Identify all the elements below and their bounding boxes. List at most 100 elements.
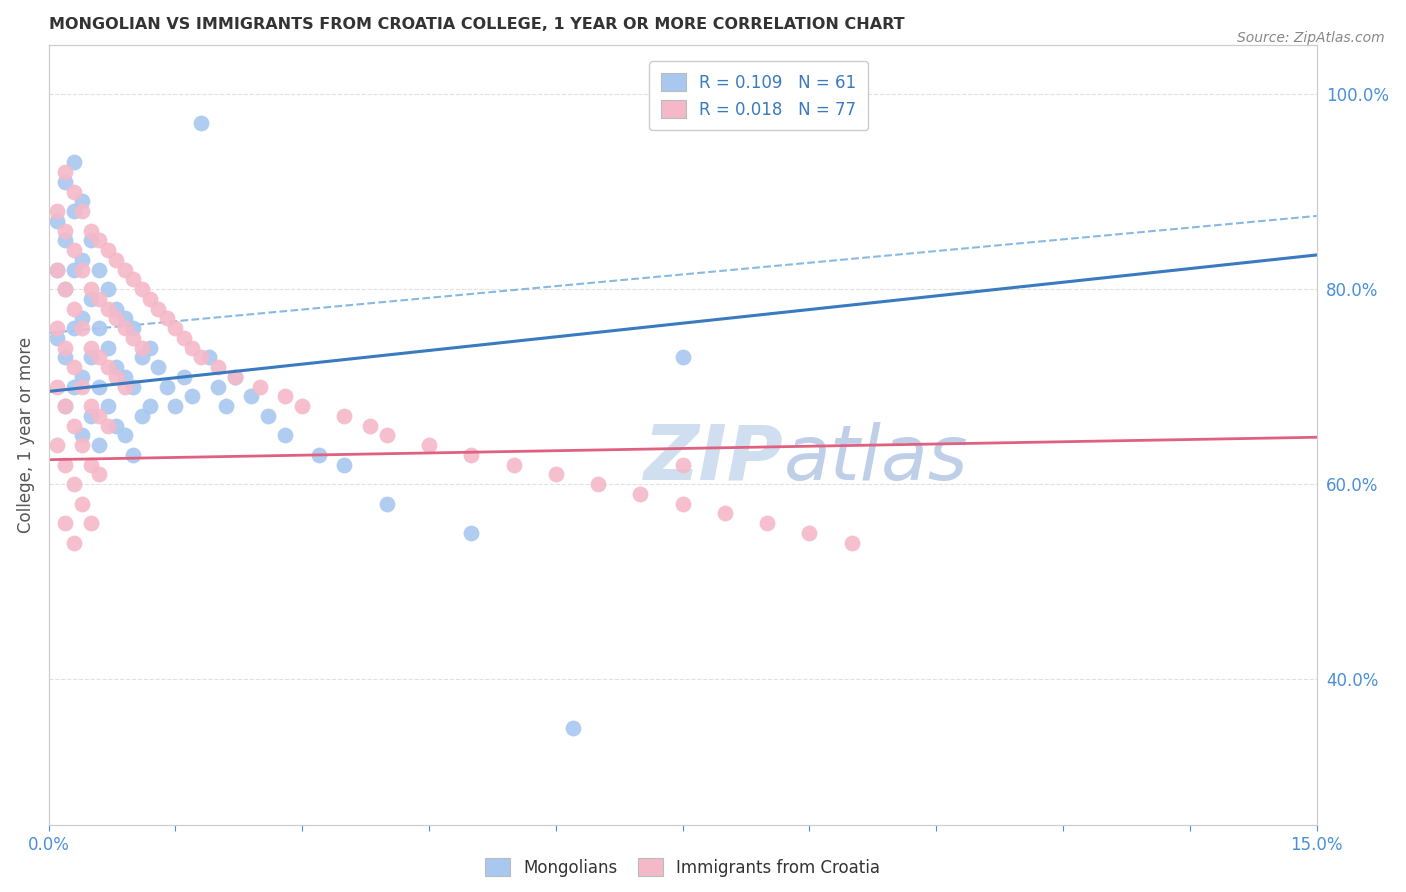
Point — [97, 243, 120, 257]
Point — [89, 233, 111, 247]
Point — [80, 351, 103, 365]
Point — [63, 379, 86, 393]
Point — [249, 379, 271, 393]
Point — [97, 399, 120, 413]
Point — [173, 331, 195, 345]
Point — [139, 399, 162, 413]
Point — [89, 321, 111, 335]
Point — [46, 331, 69, 345]
Point — [63, 477, 86, 491]
Point — [375, 428, 398, 442]
Point — [55, 233, 77, 247]
Point — [55, 516, 77, 530]
Point — [131, 409, 153, 423]
Point — [80, 223, 103, 237]
Point — [131, 351, 153, 365]
Point — [63, 185, 86, 199]
Point — [628, 487, 651, 501]
Point — [207, 379, 229, 393]
Point — [190, 116, 212, 130]
Point — [89, 409, 111, 423]
Point — [89, 467, 111, 482]
Point — [418, 438, 440, 452]
Point — [207, 360, 229, 375]
Point — [114, 262, 136, 277]
Point — [55, 175, 77, 189]
Point — [799, 525, 821, 540]
Point — [72, 204, 94, 219]
Point — [89, 438, 111, 452]
Point — [375, 497, 398, 511]
Point — [114, 321, 136, 335]
Point — [131, 341, 153, 355]
Point — [97, 418, 120, 433]
Point — [63, 360, 86, 375]
Point — [105, 369, 128, 384]
Point — [46, 262, 69, 277]
Point — [63, 243, 86, 257]
Y-axis label: College, 1 year or more: College, 1 year or more — [17, 337, 35, 533]
Point — [46, 321, 69, 335]
Point — [80, 399, 103, 413]
Point — [224, 369, 246, 384]
Point — [63, 204, 86, 219]
Point — [671, 458, 693, 472]
Point — [181, 389, 204, 403]
Text: atlas: atlas — [785, 422, 969, 496]
Text: Source: ZipAtlas.com: Source: ZipAtlas.com — [1237, 31, 1385, 45]
Point — [714, 506, 737, 520]
Point — [55, 282, 77, 296]
Point — [55, 341, 77, 355]
Point — [333, 409, 356, 423]
Point — [105, 301, 128, 316]
Point — [97, 360, 120, 375]
Point — [105, 252, 128, 267]
Point — [80, 233, 103, 247]
Point — [190, 351, 212, 365]
Point — [72, 379, 94, 393]
Point — [55, 399, 77, 413]
Point — [97, 341, 120, 355]
Point — [72, 428, 94, 442]
Point — [55, 282, 77, 296]
Point — [97, 282, 120, 296]
Point — [359, 418, 381, 433]
Point — [72, 311, 94, 326]
Point — [122, 321, 145, 335]
Point — [224, 369, 246, 384]
Point — [63, 418, 86, 433]
Point — [97, 301, 120, 316]
Point — [46, 204, 69, 219]
Point — [274, 428, 297, 442]
Point — [240, 389, 263, 403]
Point — [198, 351, 221, 365]
Point — [114, 369, 136, 384]
Point — [460, 525, 482, 540]
Point — [165, 399, 187, 413]
Point — [105, 360, 128, 375]
Point — [139, 292, 162, 306]
Point — [460, 448, 482, 462]
Point — [131, 282, 153, 296]
Point — [72, 194, 94, 209]
Point — [114, 311, 136, 326]
Point — [586, 477, 609, 491]
Point — [156, 379, 179, 393]
Point — [63, 535, 86, 549]
Point — [165, 321, 187, 335]
Point — [80, 341, 103, 355]
Point — [561, 721, 583, 735]
Point — [139, 341, 162, 355]
Point — [63, 301, 86, 316]
Point — [291, 399, 314, 413]
Point — [72, 252, 94, 267]
Point — [156, 311, 179, 326]
Point — [181, 341, 204, 355]
Point — [89, 351, 111, 365]
Point — [89, 292, 111, 306]
Point — [105, 311, 128, 326]
Point — [72, 438, 94, 452]
Point — [46, 379, 69, 393]
Point — [89, 262, 111, 277]
Point — [55, 458, 77, 472]
